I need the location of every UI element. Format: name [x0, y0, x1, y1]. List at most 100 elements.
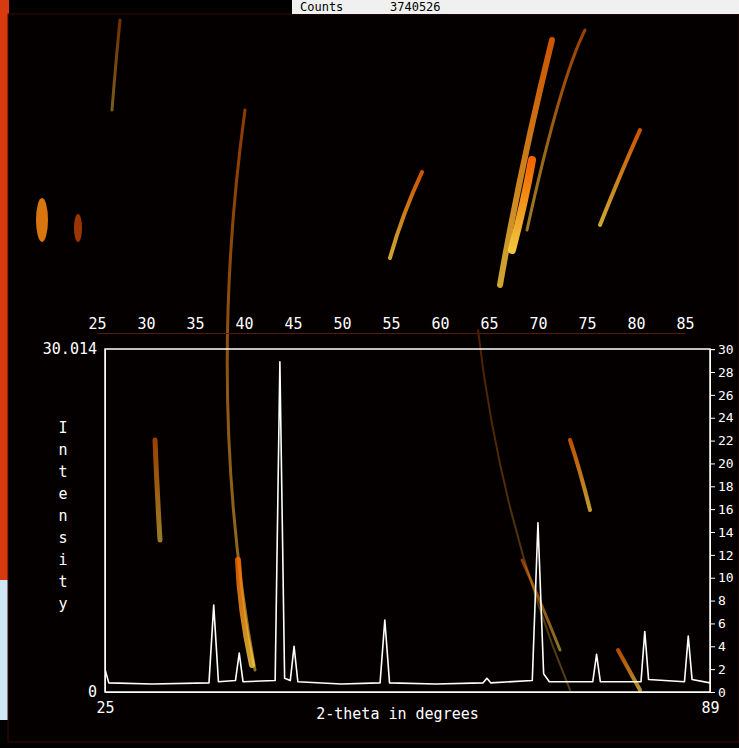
- tick: 30: [710, 342, 734, 357]
- detector-frame: [8, 14, 739, 742]
- tick: 65: [480, 315, 498, 333]
- tick-label: 35: [186, 315, 204, 333]
- tick: 16: [710, 502, 734, 517]
- detector-arc: [112, 20, 120, 110]
- tick-label: 25: [96, 699, 114, 717]
- canvas: Counts3740526253035404550556065707580852…: [0, 0, 739, 748]
- tick: 6: [710, 616, 726, 631]
- tick-label: 60: [431, 315, 449, 333]
- tick-label: 55: [382, 315, 400, 333]
- tick-label: 85: [676, 315, 694, 333]
- tick-mark: [710, 349, 715, 350]
- tick: 14: [710, 525, 734, 540]
- detector-arc: [478, 330, 570, 690]
- tick-mark: [710, 418, 715, 419]
- annotation: Counts: [300, 0, 343, 14]
- data-line: [105, 362, 710, 684]
- tick: 30.014: [43, 340, 105, 358]
- tick-mark: [710, 509, 715, 510]
- tick-label: 30.014: [43, 340, 97, 358]
- header-panel: [292, 0, 739, 14]
- tick: 60: [431, 315, 449, 333]
- tick-label: 30: [137, 315, 155, 333]
- tick-mark: [710, 486, 715, 487]
- detector-spot: [36, 198, 48, 242]
- header: Counts 3740526: [292, 0, 739, 14]
- background: [0, 0, 739, 748]
- tick-label: 28: [718, 365, 734, 380]
- tick-label: 14: [718, 525, 734, 540]
- tick: 80: [627, 315, 645, 333]
- annotation: 3740526: [390, 0, 441, 14]
- axis-line: [711, 350, 716, 693]
- tick: 8: [710, 593, 726, 608]
- tick-mark: [710, 395, 715, 396]
- tick-label: 6: [718, 616, 726, 631]
- tick-label: 65: [480, 315, 498, 333]
- tick: 50: [333, 315, 351, 333]
- tick-mark: [710, 555, 715, 556]
- tick-label: 89: [701, 699, 719, 717]
- tick-label: 0: [718, 685, 726, 700]
- tick-mark: [710, 532, 715, 533]
- tick-label: 18: [718, 479, 734, 494]
- tick-label: 0: [88, 683, 97, 701]
- tick: 0: [88, 683, 105, 701]
- tick-label: 12: [718, 548, 734, 563]
- detector-arc: [600, 130, 640, 225]
- tick: 70: [529, 315, 547, 333]
- tick: 18: [710, 479, 734, 494]
- tick-label: 50: [333, 315, 351, 333]
- plot-frame: [105, 349, 710, 692]
- tick-label: 80: [627, 315, 645, 333]
- tick-label: 16: [718, 502, 734, 517]
- detector-arc: [155, 440, 160, 540]
- tick: 26: [710, 388, 734, 403]
- axis-line: [98, 333, 686, 334]
- tick-mark: [710, 669, 715, 670]
- tick: 12: [710, 548, 734, 563]
- x-axis-title: 2-theta in degrees: [316, 705, 479, 723]
- tick-label: 24: [718, 410, 734, 425]
- tick-label: 30: [718, 342, 734, 357]
- detector-arc: [618, 650, 640, 690]
- tick-mark: [710, 646, 715, 647]
- tick-label: 8: [718, 593, 726, 608]
- tick-label: 70: [529, 315, 547, 333]
- tick: 30: [137, 315, 155, 333]
- tick-label: 10: [718, 570, 734, 585]
- tick: 0: [710, 685, 726, 700]
- y-axis-title: Intensity: [58, 419, 67, 613]
- tick-mark: [710, 692, 715, 693]
- tick-mark: [710, 623, 715, 624]
- tick-label: 4: [718, 639, 726, 654]
- plot-area: [105, 362, 710, 684]
- axis-line: [106, 692, 711, 693]
- y2-axis: 024681012141618202224262830: [710, 342, 734, 700]
- tick: 85: [676, 315, 694, 333]
- detector-arc: [390, 172, 422, 258]
- tick: 25: [96, 692, 114, 717]
- tick-label: 26: [718, 388, 734, 403]
- ground: [0, 0, 739, 748]
- tick: 40: [235, 315, 253, 333]
- detector-arc: [527, 30, 585, 230]
- tick-label: 25: [88, 315, 106, 333]
- tick-label: 20: [718, 456, 734, 471]
- tick-mark: [710, 463, 715, 464]
- tick: 35: [186, 315, 204, 333]
- tick-label: 75: [578, 315, 596, 333]
- tick: 25: [88, 315, 106, 333]
- detector-arc: [512, 160, 532, 250]
- detector-spot: [74, 214, 82, 242]
- tick: 20: [710, 456, 734, 471]
- tick: 89: [701, 692, 719, 717]
- tick: 28: [710, 365, 734, 380]
- tick-label: 40: [235, 315, 253, 333]
- tick-mark: [710, 601, 715, 602]
- tick: 10: [710, 570, 734, 585]
- tick-label: 2: [718, 662, 726, 677]
- tick: 55: [382, 315, 400, 333]
- tick: 75: [578, 315, 596, 333]
- detector-arc: [238, 560, 252, 665]
